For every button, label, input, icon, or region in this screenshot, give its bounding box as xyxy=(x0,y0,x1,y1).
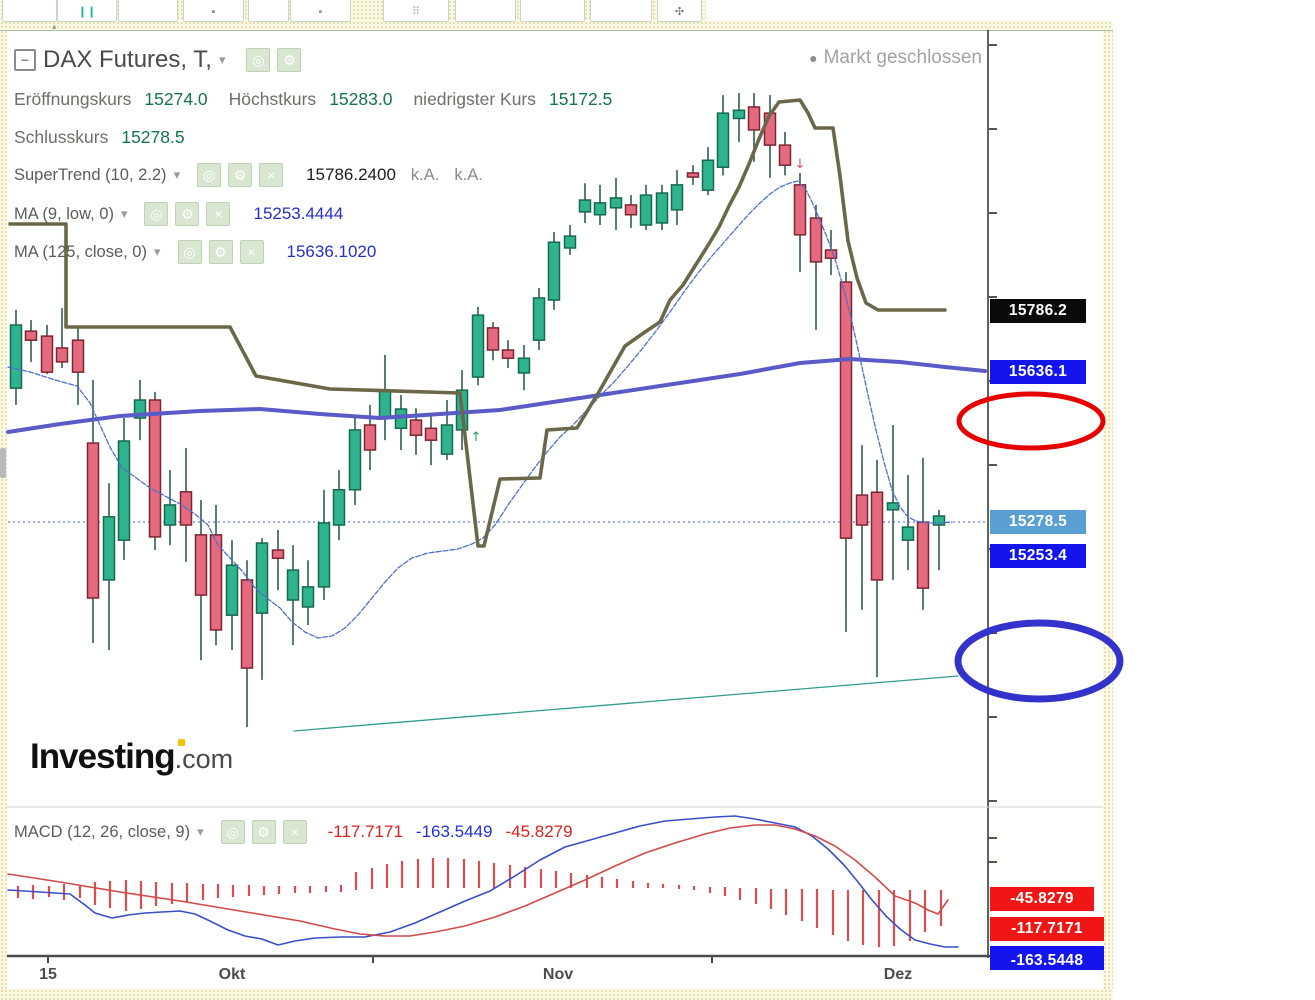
left-scrollbar-thumb[interactable] xyxy=(0,448,6,478)
chevron-down-icon[interactable]: ▾ xyxy=(153,244,161,259)
toolbar-button[interactable]: ❙❙ xyxy=(57,0,117,22)
toolbar-button[interactable]: ⠿ xyxy=(383,0,449,22)
ohlc-row: Eröffnungskurs 15274.0 Höchstkurs 15283.0 … xyxy=(14,89,626,110)
toolbar-button[interactable] xyxy=(248,0,289,22)
macd-hist-value: -117.7171 xyxy=(327,822,403,841)
toolbar-sub-strip xyxy=(0,21,1113,30)
open-label: Eröffnungskurs xyxy=(14,89,132,109)
close-label: Schlusskurs xyxy=(14,127,109,147)
market-status-text: Markt geschlossen xyxy=(823,47,982,68)
logo-yellow-dot xyxy=(178,739,185,746)
supertrend-value: 15786.2400 xyxy=(306,165,396,184)
toolbar-button[interactable] xyxy=(520,0,585,22)
close-icon[interactable]: × xyxy=(206,202,231,226)
left-edge-strip xyxy=(0,30,7,990)
chevron-down-icon[interactable]: ▾ xyxy=(197,824,204,839)
gear-icon[interactable]: ⚙ xyxy=(208,240,233,264)
supertrend-na1: k.A. xyxy=(410,165,440,184)
close-icon[interactable]: × xyxy=(239,240,264,264)
chevron-down-icon[interactable]: ▾ xyxy=(218,52,226,67)
gear-icon[interactable]: ⚙ xyxy=(251,820,276,844)
collapse-toolbar-triangle-icon[interactable]: ▴ xyxy=(52,21,57,31)
time-axis-label: Nov xyxy=(542,966,574,983)
investing-logo: Investing.com xyxy=(30,737,233,777)
low-label: niedrigster Kurs xyxy=(413,89,537,109)
price-axis-label: -45.8279 xyxy=(990,887,1094,911)
visibility-icon[interactable]: ◎ xyxy=(197,163,222,187)
toolbar-button[interactable] xyxy=(455,0,516,22)
svg-text:↑: ↑ xyxy=(471,430,482,445)
time-axis-label: Dez xyxy=(883,966,913,983)
symbol-title[interactable]: DAX Futures, T, xyxy=(43,46,212,73)
macd-label: MACD (12, 26, close, 9) xyxy=(14,822,191,841)
logo-text: Investing xyxy=(30,737,176,776)
indicator-row-ma125: MA (125, close, 0) ▾ ◎ ⚙ × 15636.1020 xyxy=(14,240,376,264)
time-axis-label: Okt xyxy=(218,966,246,983)
high-value: 15283.0 xyxy=(329,89,393,109)
time-axis-label: 15 xyxy=(39,966,57,983)
visibility-icon[interactable]: ◎ xyxy=(246,48,271,72)
svg-text:↓: ↓ xyxy=(795,157,806,172)
bottom-edge-strip xyxy=(0,989,1113,1000)
price-axis-label: 15278.5 xyxy=(990,510,1086,534)
ma9-value: 15253.4444 xyxy=(253,204,344,223)
collapse-icon[interactable]: − xyxy=(14,49,36,71)
macd-signal-value: -45.8279 xyxy=(505,822,573,841)
price-axis-label: -117.7171 xyxy=(990,917,1104,941)
close-icon[interactable]: × xyxy=(282,820,307,844)
price-axis-label: 15253.4 xyxy=(990,544,1086,568)
supertrend-label: SuperTrend (10, 2.2) xyxy=(14,165,167,184)
low-value: 15172.5 xyxy=(549,89,613,109)
market-status: ● Markt geschlossen xyxy=(760,47,982,69)
close-value: 15278.5 xyxy=(121,127,185,147)
visibility-icon[interactable]: ◎ xyxy=(144,202,169,226)
gear-icon[interactable]: ⚙ xyxy=(175,202,200,226)
chart-top-border xyxy=(0,30,1113,31)
visibility-icon[interactable]: ◎ xyxy=(220,820,245,844)
indicator-row-ma9: MA (9, low, 0) ▾ ◎ ⚙ × 15253.4444 xyxy=(14,202,343,226)
price-axis-label: 15786.2 xyxy=(990,299,1086,323)
toolbar-button[interactable]: ▪ xyxy=(183,0,244,22)
logo-tld: .com xyxy=(174,744,234,774)
close-row: Schlusskurs 15278.5 xyxy=(14,127,199,148)
ma9-label: MA (9, low, 0) xyxy=(14,204,114,223)
indicator-row-supertrend: SuperTrend (10, 2.2) ▾ ◎ ⚙ × 15786.2400 … xyxy=(14,163,483,187)
price-axis-label: -163.5448 xyxy=(990,946,1104,970)
high-label: Höchstkurs xyxy=(228,89,317,109)
chevron-down-icon[interactable]: ▾ xyxy=(120,206,128,221)
macd-line-value: -163.5449 xyxy=(415,822,493,841)
visibility-icon[interactable]: ◎ xyxy=(177,240,202,264)
gear-icon[interactable]: ⚙ xyxy=(228,163,253,187)
toolbar-button[interactable]: ▪ xyxy=(290,0,351,22)
toolbar-button[interactable]: ✣ xyxy=(657,0,702,22)
ma125-value: 15636.1020 xyxy=(286,242,377,261)
chart-title-row[interactable]: − DAX Futures, T, ▾ ◎ ⚙ xyxy=(14,46,302,74)
indicator-row-macd: MACD (12, 26, close, 9) ▾ ◎ ⚙ × -117.717… xyxy=(14,820,573,844)
toolbar-button[interactable] xyxy=(590,0,652,22)
open-value: 15274.0 xyxy=(144,89,208,109)
toolbar-button[interactable] xyxy=(118,0,178,22)
supertrend-na2: k.A. xyxy=(454,165,483,184)
chevron-down-icon[interactable]: ▾ xyxy=(173,167,181,182)
price-axis-label: 15636.1 xyxy=(990,360,1086,384)
close-icon[interactable]: × xyxy=(259,163,284,187)
ma125-label: MA (125, close, 0) xyxy=(14,242,147,261)
right-edge-strip xyxy=(1103,30,1113,1000)
status-dot-icon: ● xyxy=(809,50,818,66)
toolbar-button[interactable] xyxy=(2,0,57,22)
gear-icon[interactable]: ⚙ xyxy=(277,48,302,72)
